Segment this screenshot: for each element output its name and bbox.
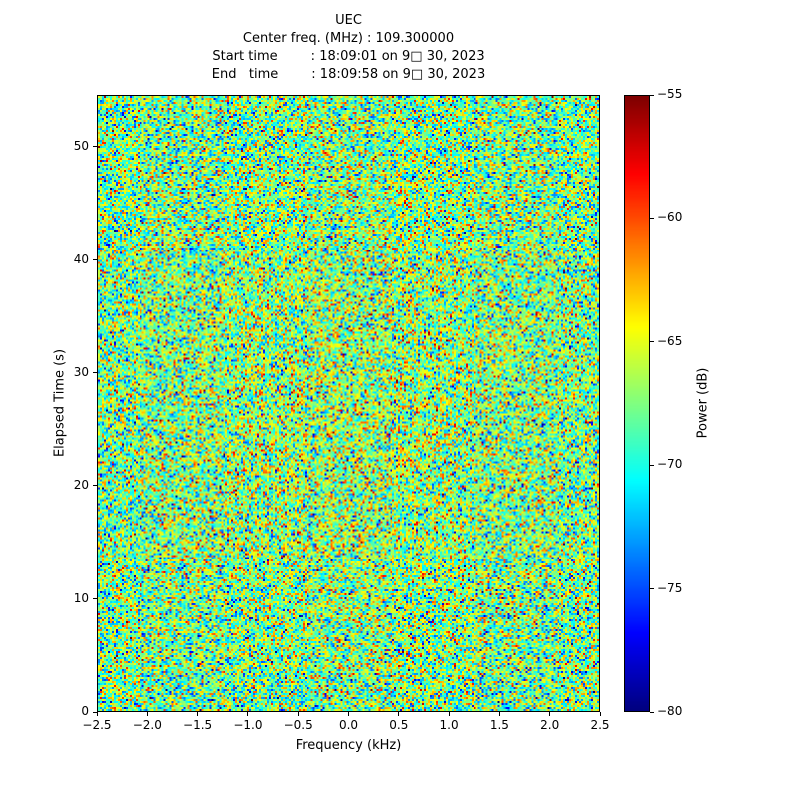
y-tick-mark xyxy=(93,372,97,374)
x-tick-mark xyxy=(448,712,450,716)
x-tick-label: −2.0 xyxy=(132,718,162,732)
colorbar-tick-mark xyxy=(650,94,654,96)
x-tick-mark xyxy=(197,712,199,716)
plot-area xyxy=(97,95,600,712)
x-tick-label: −0.5 xyxy=(283,718,313,732)
end-time-line: End time : 18:09:58 on 9□ 30, 2023 xyxy=(211,67,486,82)
center-freq-line: Center freq. (MHz) : 109.300000 xyxy=(242,31,455,46)
colorbar-tick-label: −75 xyxy=(657,580,683,595)
chart-title: UEC xyxy=(335,13,362,28)
y-tick-label: 20 xyxy=(73,477,89,492)
colorbar-tick-mark xyxy=(650,217,654,219)
chart-header: UEC Center freq. (MHz) : 109.300000 Star… xyxy=(97,12,600,84)
x-tick-label: 0.0 xyxy=(338,718,359,732)
y-tick-label: 10 xyxy=(73,590,89,605)
spectrogram-canvas xyxy=(98,96,599,711)
y-tick-label: 40 xyxy=(73,251,89,266)
x-tick-mark xyxy=(549,712,551,716)
colorbar-tick-label: −60 xyxy=(657,210,683,225)
x-tick-mark xyxy=(146,712,148,716)
colorbar-tick-label: −65 xyxy=(657,333,683,348)
y-tick-label: 30 xyxy=(73,364,89,379)
colorbar-tick-mark xyxy=(650,588,654,590)
x-tick-mark xyxy=(348,712,349,716)
x-tick-label: 1.5 xyxy=(489,718,509,732)
y-tick-label: 0 xyxy=(81,704,89,718)
x-axis-label: Frequency (kHz) xyxy=(295,738,402,753)
start-time-line: Start time : 18:09:01 on 9□ 30, 2023 xyxy=(212,49,485,64)
y-tick-mark xyxy=(93,146,97,148)
x-tick-mark xyxy=(96,712,98,716)
colorbar-tick-mark xyxy=(650,464,654,466)
x-tick-mark xyxy=(599,712,601,716)
y-tick-mark xyxy=(93,485,97,487)
x-tick-label: 2.0 xyxy=(540,718,560,732)
x-tick-mark xyxy=(498,712,500,716)
x-tick-label: 0.5 xyxy=(389,718,409,732)
colorbar xyxy=(624,95,650,712)
x-tick-label: −2.5 xyxy=(82,718,112,732)
x-tick-label: 2.5 xyxy=(590,718,610,732)
colorbar-tick-label: −70 xyxy=(657,457,683,472)
y-tick-mark xyxy=(93,259,97,261)
colorbar-tick-mark xyxy=(650,341,654,343)
x-tick-mark xyxy=(398,712,400,716)
x-tick-label: 1.0 xyxy=(439,718,459,732)
y-tick-mark xyxy=(93,711,97,713)
x-tick-label: −1.5 xyxy=(183,718,213,732)
x-tick-mark xyxy=(247,712,249,716)
colorbar-label: Power (dB) xyxy=(695,367,711,439)
x-tick-mark xyxy=(297,712,299,716)
y-tick-mark xyxy=(93,598,97,600)
y-tick-label: 50 xyxy=(73,138,89,153)
x-tick-label: −1.0 xyxy=(233,718,263,732)
colorbar-tick-label: −80 xyxy=(657,704,683,718)
colorbar-canvas xyxy=(625,96,649,711)
colorbar-tick-label: −55 xyxy=(657,87,683,101)
colorbar-tick-mark xyxy=(650,711,654,713)
